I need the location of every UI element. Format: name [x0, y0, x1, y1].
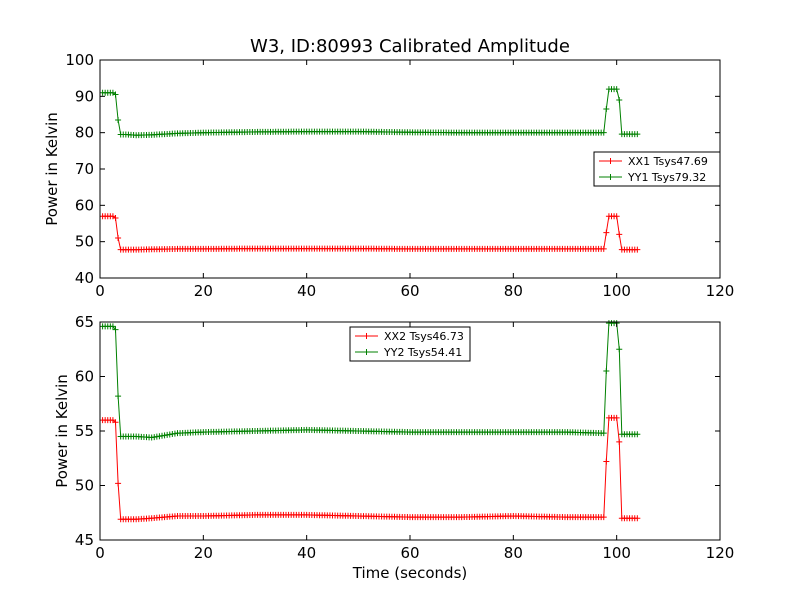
bottom-series-marker-1: [109, 323, 116, 330]
top-y-tick-label: 40: [75, 269, 94, 287]
top-series-marker-0: [115, 235, 122, 242]
top-y-tick-label: 80: [75, 124, 94, 142]
top-y-tick-label: 60: [75, 196, 94, 214]
bottom-x-tick-label: 0: [95, 544, 105, 562]
top-series-marker-1: [112, 91, 119, 98]
top-y-axis-label: Power in Kelvin: [43, 112, 61, 226]
bottom-legend-box: [349, 326, 471, 362]
top-x-tick-label: 20: [194, 282, 213, 300]
bottom-x-tick-label: 20: [194, 544, 213, 562]
bottom-legend-marker-0: [363, 333, 370, 339]
top-series-marker-1: [634, 131, 641, 138]
bottom-series-marker-0: [603, 458, 610, 465]
top-y-tick-label: 100: [65, 51, 94, 69]
top-legend-marker-0: [607, 158, 614, 164]
bottom-series-0: [99, 414, 641, 523]
bottom-series-marker-0: [115, 480, 122, 487]
top-x-tick-label: 120: [706, 282, 735, 300]
bottom-series-marker-1: [600, 430, 607, 437]
bottom-series-marker-1: [115, 393, 122, 400]
top-x-tick-label: 40: [297, 282, 316, 300]
top-y-tick-label: 90: [75, 87, 94, 105]
top-x-tick-label: 100: [602, 282, 631, 300]
top-legend: XX1 Tsys47.69 YY1 Tsys79.32: [593, 151, 721, 187]
top-y-tick-label: 50: [75, 233, 94, 251]
bottom-y-tick-label: 65: [75, 313, 94, 331]
top-series-0: [99, 213, 641, 253]
top-series-marker-0: [634, 246, 641, 253]
bottom-x-tick-label: 100: [602, 544, 631, 562]
top-x-tick-label: 60: [400, 282, 419, 300]
bottom-series-marker-1: [112, 326, 119, 333]
bottom-series-marker-1: [634, 431, 641, 438]
top-series-marker-0: [112, 215, 119, 222]
top-x-tick-label: 80: [504, 282, 523, 300]
top-series-marker-1: [613, 86, 620, 93]
bottom-series-marker-1: [603, 368, 610, 375]
top-legend-box: [593, 151, 721, 187]
top-series-line-1: [102, 88, 638, 136]
bottom-y-axis-label: Power in Kelvin: [53, 374, 71, 488]
bottom-y-tick-label: 60: [75, 368, 94, 386]
top-legend-label-1: YY1 Tsys79.32: [627, 171, 706, 184]
bottom-x-tick-label: 40: [297, 544, 316, 562]
top-plot: 0 20 40 60 80 100 120 40 50 60 70 80 90 100 XX1 Tsys47…: [65, 51, 734, 300]
bottom-legend-marker-1: [363, 349, 370, 355]
top-x-tick-label: 0: [95, 282, 105, 300]
bottom-y-tick-label: 50: [75, 477, 94, 495]
top-series-marker-0: [603, 229, 610, 236]
bottom-series-marker-0: [613, 414, 620, 421]
bottom-legend: XX2 Tsys46.73 YY2 Tsys54.41: [349, 326, 471, 362]
bottom-series-marker-0: [112, 419, 119, 426]
top-series-marker-1: [600, 129, 607, 136]
bottom-plot: 0 20 40 60 80 100 120 45 50 55 60 65 XX2 Tsys46.73 YY…: [75, 313, 734, 562]
bottom-legend-label-0: XX2 Tsys46.73: [384, 330, 464, 343]
bottom-y-tick-label: 55: [75, 422, 94, 440]
bottom-series-marker-1: [616, 346, 623, 353]
bottom-series-marker-0: [634, 515, 641, 522]
bottom-series-marker-0: [600, 514, 607, 521]
bottom-x-axis-label: Time (seconds): [352, 564, 468, 582]
top-series-line-0: [102, 215, 638, 251]
bottom-x-tick-label: 120: [706, 544, 735, 562]
top-series-marker-1: [115, 116, 122, 123]
bottom-series-marker-0: [616, 438, 623, 445]
top-legend-marker-1: [607, 174, 614, 180]
top-legend-label-0: XX1 Tsys47.69: [628, 155, 708, 168]
top-series-marker-0: [616, 231, 623, 238]
bottom-legend-label-1: YY2 Tsys54.41: [383, 346, 462, 359]
top-series-1: [99, 86, 641, 139]
top-series-marker-0: [600, 245, 607, 252]
bottom-y-tick-label: 45: [75, 531, 94, 549]
bottom-x-tick-label: 80: [504, 544, 523, 562]
top-series-marker-1: [616, 96, 623, 103]
top-series-marker-1: [603, 106, 610, 113]
chart-title: W3, ID:80993 Calibrated Amplitude: [250, 36, 570, 57]
bottom-x-tick-label: 60: [400, 544, 419, 562]
top-y-tick-label: 70: [75, 160, 94, 178]
top-series-marker-0: [613, 213, 620, 220]
